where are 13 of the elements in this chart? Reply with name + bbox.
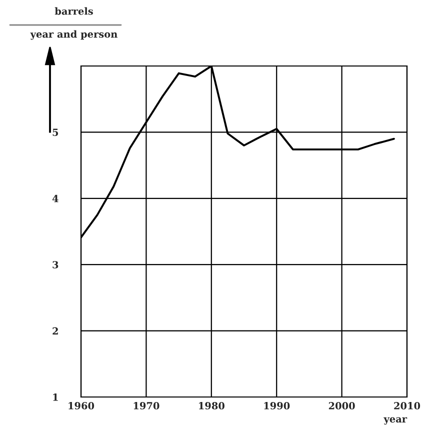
y-tick-label: 5: [52, 128, 58, 136]
y-tick-label: 2: [52, 327, 58, 334]
y-tick-label: 4: [52, 194, 58, 202]
x-tick-label: 2010: [394, 402, 420, 410]
text: barrels year and person: [30, 7, 118, 40]
x-tick-label: 2000: [328, 402, 355, 410]
x-tick-label: 1970: [134, 402, 160, 410]
x-tick-label: 1960: [68, 402, 94, 410]
x-axis-title: year: [384, 417, 408, 425]
y-tick-label: 3: [52, 261, 58, 268]
x-tick-label: 1980: [199, 402, 224, 410]
y-tick-label: 1: [53, 393, 58, 401]
x-tick-label: 1990: [264, 402, 290, 410]
